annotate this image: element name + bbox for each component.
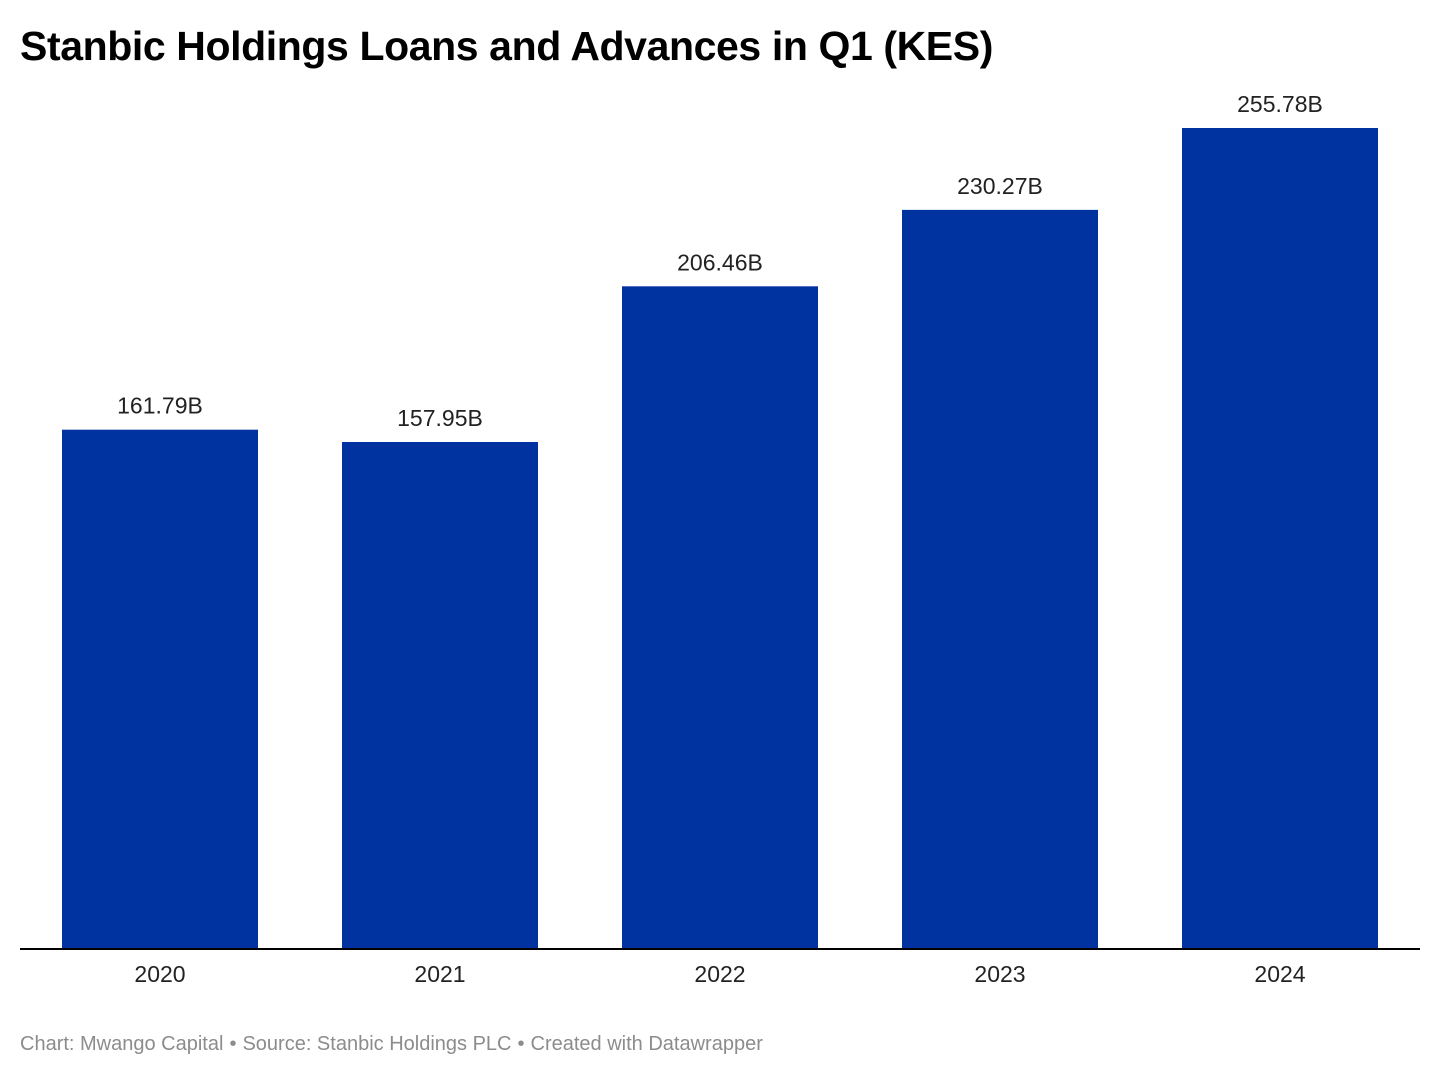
source-note: Source: Stanbic Holdings PLC — [242, 1033, 512, 1055]
chart-footer: Chart: Mwango Capital • Source: Stanbic Ho… — [20, 1033, 763, 1056]
x-tick-labels-layer: 2020 2021 2022 2023 2024 — [134, 961, 1305, 987]
x-tick-label-2023: 2023 — [974, 961, 1025, 987]
created-with-note: Created with Datawrapper — [530, 1033, 763, 1055]
x-tick-label-2024: 2024 — [1254, 961, 1305, 987]
chart-credit: Chart: Mwango Capital — [20, 1033, 224, 1055]
value-label-2024: 255.78B — [1237, 91, 1323, 117]
value-labels-layer: 161.79B 157.95B 206.46B 230.27B 255.78B — [117, 91, 1323, 431]
bar-2024 — [1182, 128, 1378, 949]
footer-separator: • — [517, 1033, 525, 1055]
x-tick-label-2020: 2020 — [134, 961, 185, 987]
bars-layer — [62, 128, 1378, 950]
bar-2022 — [622, 286, 818, 949]
bar-2023 — [902, 209, 1098, 950]
chart-title: Stanbic Holdings Loans and Advances in Q… — [20, 23, 993, 69]
footer-separator: • — [229, 1033, 237, 1055]
value-label-2023: 230.27B — [957, 173, 1043, 199]
x-tick-label-2021: 2021 — [414, 961, 465, 987]
value-label-2020: 161.79B — [117, 393, 203, 419]
x-tick-label-2022: 2022 — [694, 961, 745, 987]
value-label-2021: 157.95B — [397, 405, 483, 431]
value-label-2022: 206.46B — [677, 249, 763, 275]
bar-2021 — [342, 442, 538, 949]
bar-2020 — [62, 429, 258, 950]
